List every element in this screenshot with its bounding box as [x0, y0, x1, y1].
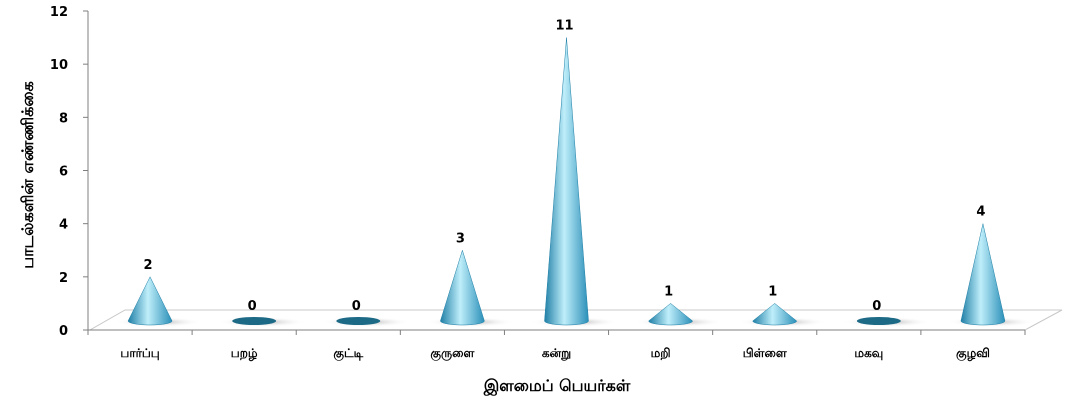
category-label: கன்று: [542, 346, 571, 361]
cone-bar: [960, 223, 1006, 326]
category-label: குருளை: [430, 346, 474, 361]
category-label: பிள்ளை: [743, 346, 787, 360]
x-ticks: [87, 330, 1026, 335]
category-label: மறி: [651, 346, 671, 360]
y-tick-label: 0: [59, 324, 68, 339]
category-labels: பார்ப்பு பறழ் குட்டி குருளை கன்று மறி பிள்ளை மக…: [120, 346, 990, 361]
cone-bar: [648, 303, 693, 326]
cone-bar: [232, 317, 277, 325]
y-ticks: 0 2 4 6 8 10 12: [50, 5, 88, 339]
data-label: 0: [872, 299, 881, 314]
data-label: 2: [144, 258, 153, 273]
cone-bar: [752, 303, 797, 326]
data-label: 1: [664, 284, 673, 299]
y-tick-label: 10: [50, 58, 68, 73]
y-tick-label: 8: [59, 111, 68, 126]
category-label: குழவி: [956, 346, 990, 361]
category-label: குட்டி: [333, 346, 363, 361]
cone-bar: [544, 37, 589, 326]
data-label: 3: [456, 231, 465, 246]
y-axis-title: பாடல்களின் எண்ணிக்கை: [18, 81, 37, 269]
data-label: 4: [976, 205, 985, 220]
y-tick-label: 2: [59, 271, 68, 286]
cone-bar: [856, 317, 901, 325]
y-tick-label: 6: [59, 165, 68, 180]
cone-bar: [336, 317, 381, 325]
data-label: 11: [555, 19, 573, 34]
data-label: 0: [248, 299, 257, 314]
y-tick-label: 12: [50, 5, 68, 20]
cone-bar: [127, 276, 173, 326]
y-tick-label: 4: [59, 218, 68, 233]
x-axis-title: இளமைப் பெயர்கள்: [483, 376, 631, 396]
category-label: பறழ்: [231, 346, 258, 361]
category-label: பார்ப்பு: [120, 346, 159, 360]
data-label: 0: [352, 299, 361, 314]
category-label: மகவு: [854, 346, 883, 360]
data-label: 1: [768, 284, 777, 299]
cone-bar: [440, 249, 485, 326]
cones: [114, 37, 1035, 327]
